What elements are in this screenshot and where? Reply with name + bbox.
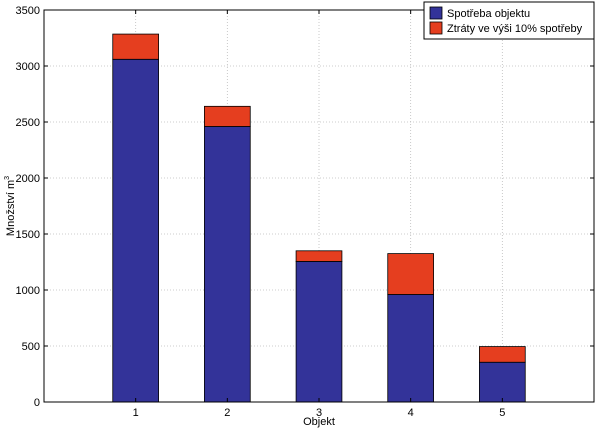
- y-axis-label-superscript: 3: [4, 176, 11, 180]
- bar-segment-spotreba-4: [387, 294, 434, 403]
- x-tick-label: 1: [133, 407, 139, 419]
- legend-label-spotreba: Spotřeba objektu: [447, 8, 530, 20]
- bar-segment-spotreba-3: [295, 261, 343, 403]
- legend-swatch-spotreba: [429, 6, 443, 20]
- bar-segment-ztraty-1: [112, 33, 159, 60]
- bar-segment-ztraty-2: [204, 105, 251, 127]
- y-tick-label: 2500: [16, 117, 40, 129]
- y-tick-label: 3500: [16, 5, 40, 17]
- y-tick-label: 3000: [16, 61, 40, 73]
- y-axis-label-text: Množství m: [5, 180, 17, 236]
- y-axis-label-group: Množství m3: [4, 176, 17, 236]
- y-tick-label: 2000: [16, 173, 40, 185]
- bar-segment-ztraty-4: [387, 253, 434, 295]
- ticks: 0 500 1000 1500 2000 2500 3000 3500 1 2 3 4 5: [16, 5, 594, 419]
- y-axis-label: Množství m3: [4, 176, 17, 236]
- bar-segment-ztraty-3: [295, 250, 343, 262]
- x-tick-label: 5: [499, 407, 505, 419]
- x-tick-label: 4: [408, 407, 414, 419]
- legend: Spotřeba objektu Ztráty ve výši 10% spot…: [423, 1, 595, 40]
- x-tick-label: 2: [224, 407, 230, 419]
- bar-segment-spotreba-2: [204, 126, 251, 403]
- legend-swatch-ztraty: [429, 21, 443, 35]
- bar-segment-ztraty-5: [479, 346, 526, 363]
- y-tick-label: 0: [34, 397, 40, 409]
- bar-segment-spotreba-1: [112, 58, 159, 403]
- bar-segment-spotreba-5: [479, 361, 526, 403]
- x-tick-label: 3: [316, 407, 322, 419]
- y-tick-label: 1000: [16, 285, 40, 297]
- legend-label-ztraty: Ztráty ve výši 10% spotřeby: [447, 23, 583, 35]
- y-tick-label: 1500: [16, 229, 40, 241]
- x-axis-label: Objekt: [303, 416, 335, 428]
- y-tick-label: 500: [22, 341, 40, 353]
- bars: [112, 33, 526, 403]
- legend-box: [423, 1, 595, 40]
